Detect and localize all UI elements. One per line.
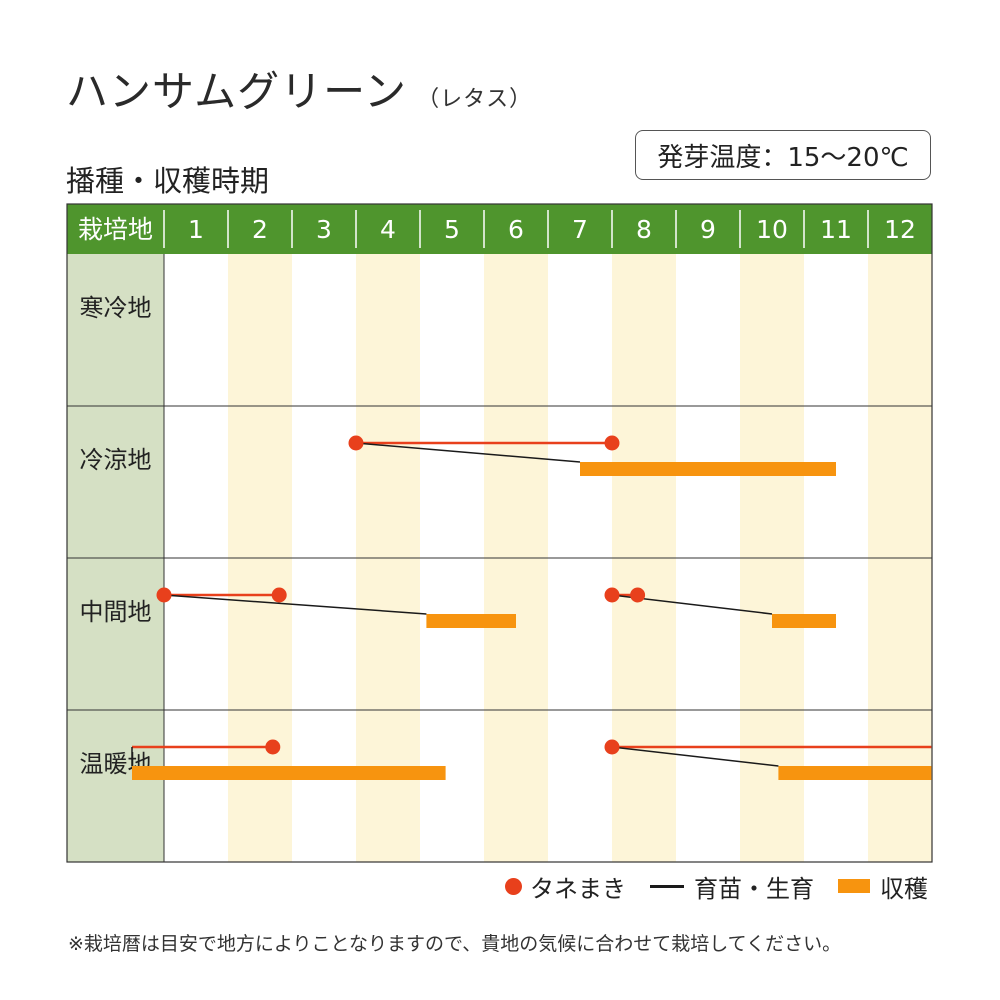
raising-line-icon (650, 884, 684, 888)
month-label-6: 6 (508, 215, 524, 244)
region-label: 中間地 (80, 598, 152, 626)
table-border (66, 203, 933, 863)
legend-item-raising: 育苗・生育 (650, 869, 814, 904)
sowing-start-dot (604, 739, 620, 755)
harvest-bar (426, 614, 516, 628)
germination-temperature-badge: 発芽温度：15～20℃ (635, 130, 931, 180)
harvest-bar (580, 462, 836, 476)
harvest-bar-icon (838, 879, 870, 893)
month-label-5: 5 (444, 215, 460, 244)
sowing-dot-icon (505, 877, 522, 895)
month-label-1: 1 (188, 215, 204, 244)
month-label-10: 10 (756, 215, 788, 244)
sowing-end-dot (604, 435, 620, 451)
month-label-3: 3 (316, 215, 332, 244)
raising-line (163, 594, 427, 615)
product-category: （レタス） (417, 87, 533, 112)
legend: タネまき 育苗・生育 収穫 (505, 869, 928, 903)
sowing-end-dot (630, 587, 646, 603)
sowing-start-dot (156, 587, 172, 603)
page-title: ハンサムグリーン （レタス） (66, 58, 532, 119)
sowing-end-dot (271, 587, 287, 603)
raising-line (611, 746, 779, 767)
sowing-start-dot (348, 435, 364, 451)
header-label-region: 栽培地 (78, 215, 153, 244)
legend-label-raising: 育苗・生育 (694, 874, 814, 903)
legend-item-sowing: タネまき (505, 869, 626, 904)
legend-label-harvest: 収穫 (880, 874, 928, 903)
legend-label-sowing: タネまき (530, 874, 626, 903)
legend-item-harvest: 収穫 (838, 869, 928, 904)
month-label-2: 2 (252, 215, 268, 244)
harvest-bar (778, 766, 932, 780)
month-label-8: 8 (636, 215, 652, 244)
footnote: ※栽培暦は目安で地方によりことなりますので、貴地の気候に合わせて栽培してください… (68, 933, 842, 955)
product-name: ハンサムグリーン (66, 67, 408, 116)
month-label-12: 12 (884, 215, 916, 244)
table-header-bar (67, 204, 932, 254)
region-label: 寒冷地 (80, 294, 152, 322)
month-label-4: 4 (380, 215, 396, 244)
harvest-bar (132, 766, 446, 780)
sowing-start-dot (604, 587, 620, 603)
harvest-bar (772, 614, 836, 628)
month-label-9: 9 (700, 215, 716, 244)
sowing-end-dot (265, 739, 281, 755)
month-label-11: 11 (820, 215, 852, 244)
raising-line (355, 442, 581, 463)
section-title: 播種・収穫時期 (66, 164, 270, 198)
month-label-7: 7 (572, 215, 588, 244)
region-label: 冷涼地 (80, 446, 152, 474)
